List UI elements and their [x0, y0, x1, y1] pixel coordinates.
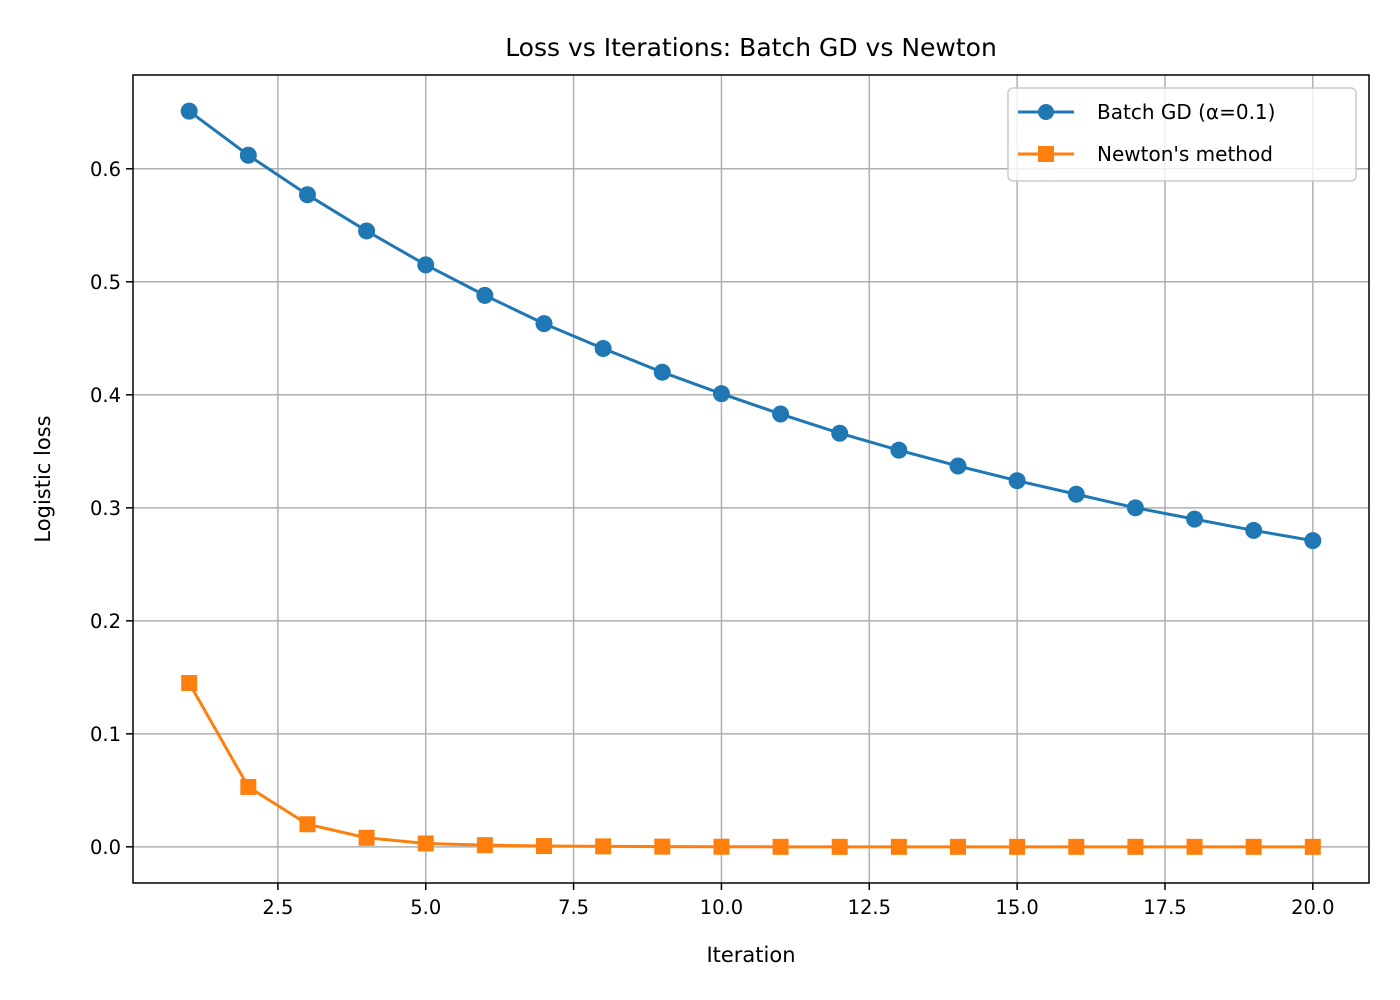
data-point-newton	[1127, 838, 1144, 855]
data-point-batch-gd	[594, 339, 612, 357]
data-point-newton	[890, 838, 907, 855]
data-point-newton	[1068, 838, 1085, 855]
data-point-batch-gd	[1245, 521, 1263, 539]
y-axis-label: Logistic loss	[31, 415, 55, 542]
series-layer	[180, 102, 1322, 855]
data-point-newton	[536, 838, 553, 855]
x-tick-label: 2.5	[262, 896, 293, 919]
series-line-batch-gd	[188, 109, 1314, 543]
data-point-newton	[299, 816, 316, 833]
data-point-newton	[1304, 838, 1321, 855]
y-tick-label: 0.2	[90, 610, 121, 633]
plot-area	[133, 75, 1369, 883]
data-point-batch-gd	[358, 222, 376, 240]
x-tick-label: 7.5	[558, 896, 589, 919]
data-point-batch-gd	[653, 363, 671, 381]
chart-title: Loss vs Iterations: Batch GD vs Newton	[505, 33, 997, 62]
x-tick-label: 17.5	[1143, 896, 1186, 919]
data-point-batch-gd	[476, 286, 494, 304]
series-line-newton	[187, 682, 1313, 849]
y-tick-label: 0.1	[90, 723, 121, 746]
data-point-batch-gd	[1067, 485, 1085, 503]
data-point-newton	[654, 838, 671, 855]
plot-frame	[132, 74, 1370, 884]
data-point-batch-gd	[949, 457, 967, 475]
data-point-batch-gd	[417, 256, 435, 274]
x-tick-label: 10.0	[700, 896, 743, 919]
y-tick-label: 0.0	[90, 836, 121, 859]
data-point-newton	[831, 838, 848, 855]
data-point-newton	[772, 838, 789, 855]
legend: Batch GD (α=0.1) Newton's method	[1007, 87, 1357, 182]
legend-marker-newton	[1038, 146, 1054, 162]
y-tick-label: 0.5	[90, 271, 121, 294]
data-point-newton	[358, 829, 375, 846]
x-tick-label: 20.0	[1291, 896, 1334, 919]
x-tick-label: 15.0	[995, 896, 1038, 919]
data-point-newton	[417, 835, 434, 852]
data-point-batch-gd	[772, 405, 790, 423]
data-point-newton	[595, 838, 612, 855]
x-axis-ticks: 2.5 5.0 7.5 10.0 12.5 15.0 17.5 20.0	[262, 883, 1335, 919]
data-point-batch-gd	[535, 315, 553, 333]
data-point-newton	[949, 838, 966, 855]
data-point-batch-gd	[1008, 472, 1026, 490]
legend-box	[1007, 87, 1357, 182]
data-point-batch-gd	[298, 186, 316, 204]
legend-label-newton: Newton's method	[1097, 142, 1273, 166]
data-point-batch-gd	[1186, 510, 1204, 528]
data-point-batch-gd	[890, 441, 908, 459]
x-tick-label: 12.5	[848, 896, 891, 919]
y-tick-label: 0.3	[90, 497, 121, 520]
x-tick-label: 5.0	[410, 896, 441, 919]
data-point-batch-gd	[831, 424, 849, 442]
data-point-newton	[240, 778, 257, 795]
x-axis-label: Iteration	[706, 943, 795, 967]
data-point-newton	[1186, 838, 1203, 855]
y-tick-label: 0.4	[90, 384, 121, 407]
data-point-newton	[476, 837, 493, 854]
data-point-newton	[181, 674, 198, 691]
data-point-newton	[1245, 838, 1262, 855]
y-tick-label: 0.6	[90, 158, 121, 181]
legend-marker-batch-gd	[1038, 104, 1054, 120]
data-point-batch-gd	[712, 385, 730, 403]
data-point-batch-gd	[239, 146, 257, 164]
grid	[133, 75, 1369, 883]
data-point-batch-gd	[1304, 532, 1322, 550]
legend-label-batch-gd: Batch GD (α=0.1)	[1097, 100, 1275, 124]
data-point-newton	[713, 838, 730, 855]
data-point-batch-gd	[1126, 499, 1144, 517]
data-point-batch-gd	[180, 102, 198, 120]
data-point-newton	[1009, 838, 1026, 855]
y-axis-ticks: 0.0 0.1 0.2 0.3 0.4 0.5 0.6	[90, 158, 133, 859]
